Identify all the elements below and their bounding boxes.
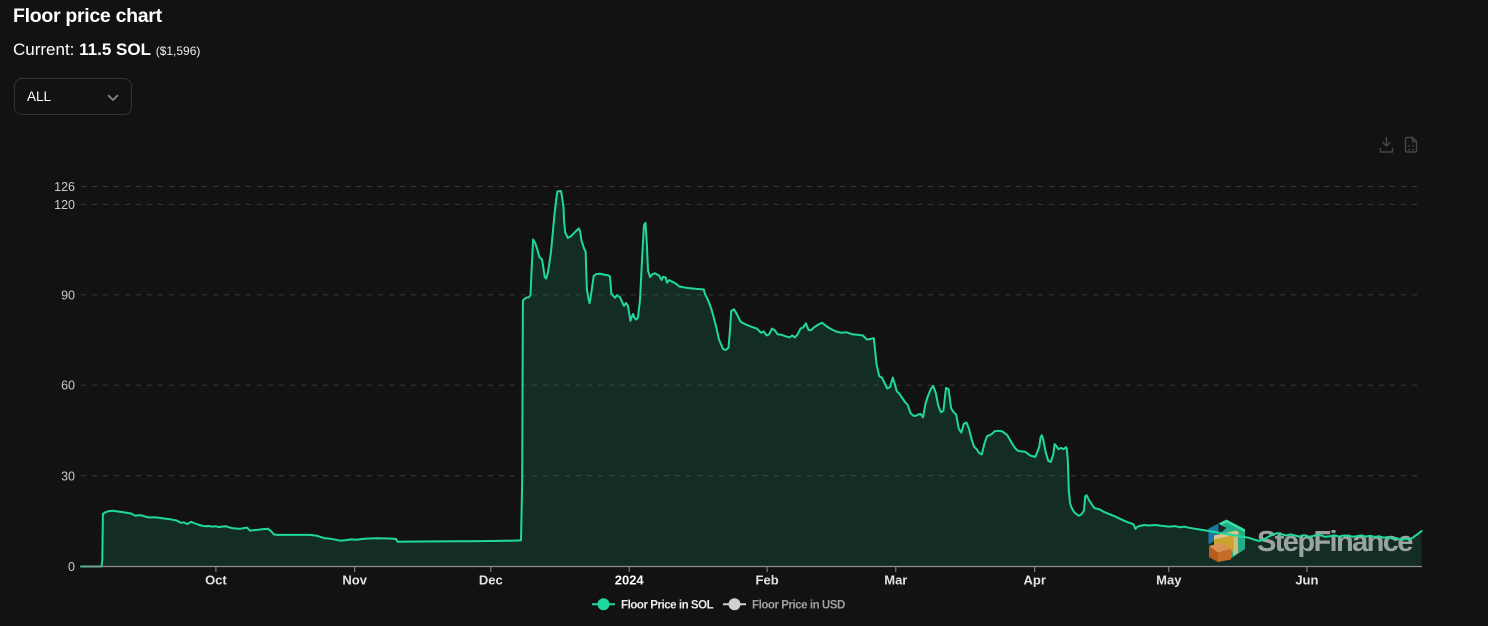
svg-text:Floor Price in USD: Floor Price in USD (752, 600, 845, 612)
svg-text:StepFinance: StepFinance (1257, 526, 1413, 558)
svg-text:30: 30 (61, 469, 75, 483)
svg-text:Jun: Jun (1295, 573, 1318, 588)
svg-text:120: 120 (54, 198, 75, 212)
svg-text:Floor Price in SOL: Floor Price in SOL (621, 600, 714, 612)
svg-text:May: May (1156, 573, 1182, 588)
svg-text:2024: 2024 (615, 573, 645, 588)
svg-text:Nov: Nov (342, 573, 367, 588)
svg-text:60: 60 (61, 379, 75, 393)
svg-text:0: 0 (68, 560, 75, 574)
svg-text:126: 126 (54, 180, 75, 194)
svg-text:Feb: Feb (756, 573, 779, 588)
svg-text:Mar: Mar (884, 573, 907, 588)
svg-text:Dec: Dec (479, 573, 503, 588)
svg-text:90: 90 (61, 288, 75, 302)
svg-text:Apr: Apr (1024, 573, 1046, 588)
svg-text:Oct: Oct (205, 573, 227, 588)
